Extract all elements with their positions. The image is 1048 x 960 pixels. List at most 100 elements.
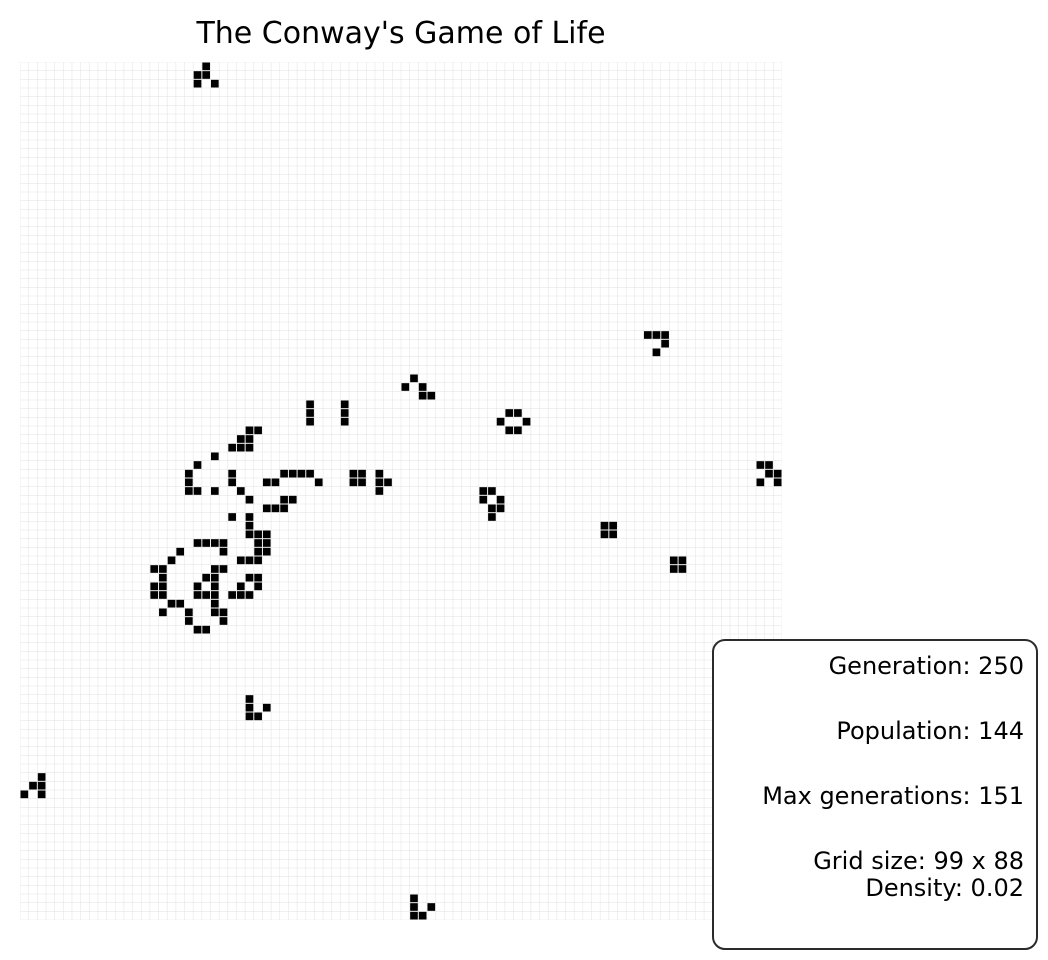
live-cell[interactable]	[245, 530, 254, 539]
live-cell[interactable]	[236, 487, 245, 495]
live-cell[interactable]	[176, 599, 185, 608]
live-cell[interactable]	[427, 903, 436, 911]
live-cell[interactable]	[669, 565, 678, 573]
live-cell[interactable]	[375, 469, 384, 478]
live-cell[interactable]	[211, 582, 219, 591]
live-cell[interactable]	[288, 469, 297, 478]
live-cell[interactable]	[773, 469, 782, 478]
live-cell[interactable]	[245, 712, 254, 721]
live-cell[interactable]	[245, 443, 254, 452]
live-cell[interactable]	[219, 547, 228, 556]
live-cell[interactable]	[643, 331, 652, 339]
live-cell[interactable]	[773, 478, 782, 487]
live-cell[interactable]	[236, 591, 245, 599]
live-cell[interactable]	[245, 703, 254, 712]
live-cell[interactable]	[150, 565, 159, 573]
live-cell[interactable]	[600, 530, 609, 539]
live-cell[interactable]	[228, 513, 236, 521]
live-cell[interactable]	[219, 539, 228, 547]
live-cell[interactable]	[202, 573, 210, 582]
live-cell[interactable]	[262, 539, 271, 547]
live-cell[interactable]	[765, 461, 773, 469]
live-cell[interactable]	[496, 495, 505, 504]
live-cell[interactable]	[488, 513, 496, 521]
live-cell[interactable]	[427, 391, 436, 400]
live-cell[interactable]	[159, 582, 167, 591]
live-cell[interactable]	[401, 383, 410, 391]
live-cell[interactable]	[262, 703, 271, 712]
live-cell[interactable]	[505, 409, 514, 417]
live-cell[interactable]	[159, 591, 167, 599]
live-cell[interactable]	[349, 469, 358, 478]
live-cell[interactable]	[202, 591, 210, 599]
live-cell[interactable]	[349, 478, 358, 487]
live-cell[interactable]	[280, 469, 288, 478]
live-cell[interactable]	[219, 565, 228, 573]
live-cell[interactable]	[340, 417, 349, 426]
live-cell[interactable]	[193, 487, 202, 495]
live-cell[interactable]	[29, 781, 37, 790]
live-cell[interactable]	[211, 599, 219, 608]
live-cell[interactable]	[219, 608, 228, 617]
live-cell[interactable]	[167, 599, 176, 608]
live-cell[interactable]	[514, 409, 522, 417]
live-cell[interactable]	[236, 556, 245, 565]
live-cell[interactable]	[488, 487, 496, 495]
live-cell[interactable]	[150, 591, 159, 599]
live-cell[interactable]	[340, 400, 349, 409]
live-cell[interactable]	[418, 911, 427, 920]
live-cell[interactable]	[228, 478, 236, 487]
live-cell[interactable]	[262, 547, 271, 556]
live-cell[interactable]	[418, 391, 427, 400]
live-cell[interactable]	[262, 504, 271, 513]
live-cell[interactable]	[236, 582, 245, 591]
live-cell[interactable]	[514, 426, 522, 435]
live-cell[interactable]	[254, 712, 262, 721]
live-cell[interactable]	[375, 478, 384, 487]
live-cell[interactable]	[245, 591, 254, 599]
live-cell[interactable]	[522, 417, 531, 426]
live-cell[interactable]	[756, 461, 765, 469]
live-cell[interactable]	[193, 71, 202, 79]
live-cell[interactable]	[211, 591, 219, 599]
live-cell[interactable]	[159, 573, 167, 582]
live-cell[interactable]	[418, 383, 427, 391]
live-cell[interactable]	[202, 539, 210, 547]
live-cell[interactable]	[211, 573, 219, 582]
live-cell[interactable]	[228, 443, 236, 452]
live-cell[interactable]	[245, 426, 254, 435]
live-cell[interactable]	[20, 790, 29, 799]
live-cell[interactable]	[219, 617, 228, 625]
live-cell[interactable]	[159, 565, 167, 573]
live-cell[interactable]	[375, 487, 384, 495]
live-cell[interactable]	[306, 469, 314, 478]
live-cell[interactable]	[661, 339, 669, 348]
live-cell[interactable]	[185, 469, 193, 478]
live-cell[interactable]	[211, 608, 219, 617]
live-cell[interactable]	[678, 556, 687, 565]
live-cell[interactable]	[306, 417, 314, 426]
live-cell[interactable]	[358, 478, 366, 487]
live-cell[interactable]	[479, 487, 488, 495]
live-cell[interactable]	[236, 435, 245, 443]
live-cell[interactable]	[254, 539, 262, 547]
live-cell[interactable]	[211, 539, 219, 547]
live-cell[interactable]	[193, 461, 202, 469]
live-cell[interactable]	[228, 469, 236, 478]
live-cell[interactable]	[262, 478, 271, 487]
live-cell[interactable]	[280, 504, 288, 513]
live-cell[interactable]	[254, 573, 262, 582]
live-cell[interactable]	[254, 426, 262, 435]
live-cell[interactable]	[185, 487, 193, 495]
live-cell[interactable]	[358, 469, 366, 478]
live-cell[interactable]	[193, 79, 202, 88]
live-cell[interactable]	[167, 556, 176, 565]
live-cell[interactable]	[384, 478, 392, 487]
live-cell[interactable]	[678, 565, 687, 573]
live-cell[interactable]	[254, 530, 262, 539]
live-cell[interactable]	[185, 608, 193, 617]
live-cell[interactable]	[271, 504, 280, 513]
live-cell[interactable]	[245, 573, 254, 582]
life-grid-canvas[interactable]	[20, 62, 782, 920]
live-cell[interactable]	[410, 903, 418, 911]
